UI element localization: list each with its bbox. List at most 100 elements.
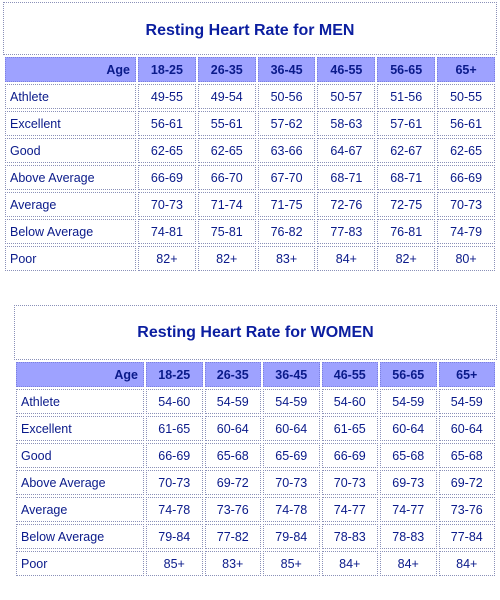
table-row: Below Average 79-84 77-82 79-84 78-83 78-83 77… bbox=[16, 524, 495, 549]
fitness-level-label: Below Average bbox=[5, 219, 136, 244]
table-row: Average 74-78 73-76 74-78 74-77 74-77 73-76 bbox=[16, 497, 495, 522]
heart-rate-cell: 70-73 bbox=[263, 470, 320, 495]
heart-rate-cell: 74-77 bbox=[321, 497, 378, 522]
heart-rate-cell: 62-65 bbox=[437, 138, 495, 163]
table-row: Average 70-73 71-74 71-75 72-76 72-75 70-73 bbox=[5, 192, 495, 217]
men-table-title: Resting Heart Rate for MEN bbox=[3, 2, 497, 55]
heart-rate-cell: 73-76 bbox=[204, 497, 261, 522]
fitness-level-label: Good bbox=[5, 138, 136, 163]
heart-rate-cell: 68-71 bbox=[377, 165, 436, 190]
table-row: Poor 85+ 83+ 85+ 84+ 84+ 84+ bbox=[16, 551, 495, 576]
fitness-level-label: Excellent bbox=[5, 111, 136, 136]
heart-rate-cell: 49-55 bbox=[138, 84, 196, 109]
heart-rate-cell: 61-65 bbox=[321, 416, 378, 441]
heart-rate-cell: 58-63 bbox=[317, 111, 376, 136]
heart-rate-cell: 77-82 bbox=[204, 524, 261, 549]
heart-rate-cell: 55-61 bbox=[197, 111, 256, 136]
heart-rate-cell: 71-74 bbox=[197, 192, 256, 217]
heart-rate-cell: 84+ bbox=[317, 246, 376, 271]
fitness-level-label: Athlete bbox=[5, 84, 136, 109]
table-row: Excellent 56-61 55-61 57-62 58-63 57-61 56-61 bbox=[5, 111, 495, 136]
table-row: Good 66-69 65-68 65-69 66-69 65-68 65-68 bbox=[16, 443, 495, 468]
heart-rate-cell: 85+ bbox=[263, 551, 320, 576]
fitness-level-label: Poor bbox=[5, 246, 136, 271]
heart-rate-cell: 54-59 bbox=[380, 389, 437, 414]
heart-rate-cell: 62-65 bbox=[197, 138, 256, 163]
heart-rate-cell: 80+ bbox=[437, 246, 495, 271]
age-group-header: 18-25 bbox=[146, 362, 203, 387]
fitness-level-label: Excellent bbox=[16, 416, 144, 441]
women-table-title: Resting Heart Rate for WOMEN bbox=[14, 305, 497, 360]
heart-rate-cell: 72-75 bbox=[377, 192, 436, 217]
heart-rate-cell: 62-67 bbox=[377, 138, 436, 163]
heart-rate-cell: 60-64 bbox=[380, 416, 437, 441]
heart-rate-cell: 82+ bbox=[377, 246, 436, 271]
heart-rate-cell: 74-79 bbox=[437, 219, 495, 244]
heart-rate-cell: 66-69 bbox=[437, 165, 495, 190]
men-heart-rate-panel: Resting Heart Rate for MEN Age 18-25 26-35… bbox=[3, 2, 497, 273]
heart-rate-cell: 65-69 bbox=[263, 443, 320, 468]
heart-rate-cell: 54-59 bbox=[438, 389, 495, 414]
age-header-cell: Age bbox=[5, 57, 136, 82]
heart-rate-cell: 83+ bbox=[204, 551, 261, 576]
heart-rate-cell: 50-56 bbox=[257, 84, 316, 109]
heart-rate-cell: 62-65 bbox=[138, 138, 196, 163]
heart-rate-cell: 65-68 bbox=[380, 443, 437, 468]
table-row: Above Average 70-73 69-72 70-73 70-73 69-73 69… bbox=[16, 470, 495, 495]
fitness-level-label: Below Average bbox=[16, 524, 144, 549]
heart-rate-cell: 73-76 bbox=[438, 497, 495, 522]
heart-rate-cell: 82+ bbox=[138, 246, 196, 271]
heart-rate-cell: 78-83 bbox=[380, 524, 437, 549]
age-group-header: 26-35 bbox=[204, 362, 261, 387]
heart-rate-cell: 56-61 bbox=[437, 111, 495, 136]
heart-rate-cell: 71-75 bbox=[257, 192, 316, 217]
fitness-level-label: Above Average bbox=[5, 165, 136, 190]
heart-rate-cell: 54-59 bbox=[204, 389, 261, 414]
women-heart-rate-table: Age 18-25 26-35 36-45 46-55 56-65 65+ Athlete 54… bbox=[14, 360, 497, 578]
fitness-level-label: Average bbox=[16, 497, 144, 522]
heart-rate-cell: 60-64 bbox=[263, 416, 320, 441]
heart-rate-cell: 66-69 bbox=[146, 443, 203, 468]
heart-rate-cell: 79-84 bbox=[263, 524, 320, 549]
heart-rate-cell: 68-71 bbox=[317, 165, 376, 190]
fitness-level-label: Good bbox=[16, 443, 144, 468]
heart-rate-cell: 78-83 bbox=[321, 524, 378, 549]
heart-rate-cell: 84+ bbox=[321, 551, 378, 576]
heart-rate-cell: 77-84 bbox=[438, 524, 495, 549]
table-row: Poor 82+ 82+ 83+ 84+ 82+ 80+ bbox=[5, 246, 495, 271]
age-group-header: 26-35 bbox=[197, 57, 256, 82]
table-row: Athlete 49-55 49-54 50-56 50-57 51-56 50-55 bbox=[5, 84, 495, 109]
table-row: Excellent 61-65 60-64 60-64 61-65 60-64 60-64 bbox=[16, 416, 495, 441]
fitness-level-label: Poor bbox=[16, 551, 144, 576]
heart-rate-cell: 85+ bbox=[146, 551, 203, 576]
heart-rate-cell: 72-76 bbox=[317, 192, 376, 217]
heart-rate-cell: 79-84 bbox=[146, 524, 203, 549]
age-header-cell: Age bbox=[16, 362, 144, 387]
men-header-row: Age 18-25 26-35 36-45 46-55 56-65 65+ bbox=[5, 57, 495, 82]
heart-rate-cell: 70-73 bbox=[138, 192, 196, 217]
age-group-header: 36-45 bbox=[263, 362, 320, 387]
heart-rate-cell: 54-60 bbox=[321, 389, 378, 414]
heart-rate-cell: 70-73 bbox=[437, 192, 495, 217]
heart-rate-cell: 56-61 bbox=[138, 111, 196, 136]
age-group-header: 56-65 bbox=[380, 362, 437, 387]
table-row: Good 62-65 62-65 63-66 64-67 62-67 62-65 bbox=[5, 138, 495, 163]
heart-rate-cell: 49-54 bbox=[197, 84, 256, 109]
heart-rate-cell: 65-68 bbox=[204, 443, 261, 468]
heart-rate-cell: 60-64 bbox=[438, 416, 495, 441]
age-group-header: 65+ bbox=[437, 57, 495, 82]
age-group-header: 36-45 bbox=[257, 57, 316, 82]
heart-rate-cell: 69-72 bbox=[438, 470, 495, 495]
heart-rate-cell: 50-55 bbox=[437, 84, 495, 109]
heart-rate-cell: 75-81 bbox=[197, 219, 256, 244]
heart-rate-cell: 61-65 bbox=[146, 416, 203, 441]
heart-rate-cell: 66-69 bbox=[321, 443, 378, 468]
heart-rate-cell: 57-62 bbox=[257, 111, 316, 136]
heart-rate-cell: 67-70 bbox=[257, 165, 316, 190]
heart-rate-cell: 83+ bbox=[257, 246, 316, 271]
age-group-header: 18-25 bbox=[138, 57, 196, 82]
heart-rate-cell: 84+ bbox=[380, 551, 437, 576]
heart-rate-cell: 66-69 bbox=[138, 165, 196, 190]
heart-rate-cell: 77-83 bbox=[317, 219, 376, 244]
fitness-level-label: Average bbox=[5, 192, 136, 217]
